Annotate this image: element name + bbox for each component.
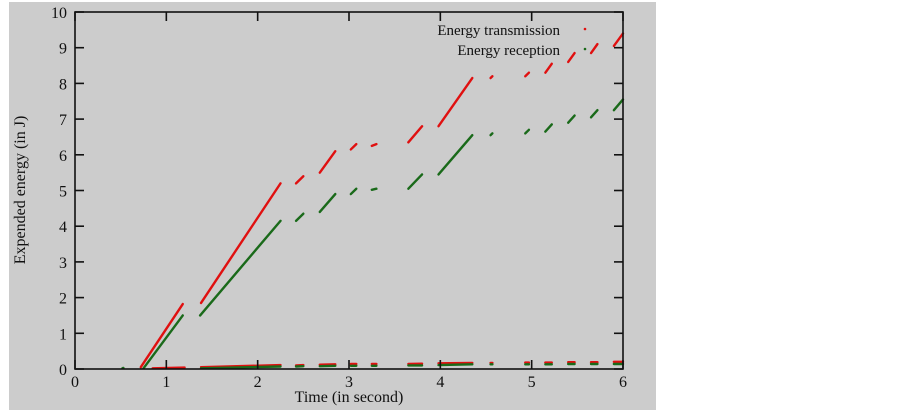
x-tick-label: 6 xyxy=(619,374,627,391)
y-tick-label: 5 xyxy=(59,184,67,201)
x-tick-label: 2 xyxy=(254,374,262,391)
data-segment xyxy=(589,42,599,55)
data-segment xyxy=(142,314,184,370)
series-0 xyxy=(139,32,625,370)
legend-label: Energy reception xyxy=(457,43,560,59)
y-tick-label: 3 xyxy=(59,255,67,272)
data-segment xyxy=(199,365,282,370)
x-tick-label: 1 xyxy=(162,374,170,391)
data-segment xyxy=(567,114,576,124)
data-segment xyxy=(489,75,494,80)
data-segment xyxy=(589,108,599,119)
x-tick-label: 0 xyxy=(71,374,79,391)
y-tick-label: 10 xyxy=(51,5,67,22)
y-tick-label: 4 xyxy=(59,219,67,236)
y-tick-label: 2 xyxy=(59,291,67,308)
data-segment xyxy=(199,182,282,305)
data-segment xyxy=(318,192,337,214)
data-segment xyxy=(294,175,305,185)
data-segment xyxy=(437,363,474,367)
x-tick-label: 5 xyxy=(528,374,536,391)
legend-marker xyxy=(583,47,587,51)
y-tick-label: 9 xyxy=(59,41,67,58)
data-segment xyxy=(318,150,337,174)
x-axis-label: Time (in second) xyxy=(295,389,404,406)
data-segment xyxy=(524,71,531,78)
legend-label: Energy transmission xyxy=(437,23,560,39)
data-segment xyxy=(198,219,282,317)
series-1 xyxy=(121,98,625,370)
data-segment xyxy=(349,142,358,151)
data-segment xyxy=(370,187,378,191)
legend-marker xyxy=(583,27,587,31)
data-segment xyxy=(349,187,358,196)
data-segment xyxy=(524,128,531,135)
x-tick-label: 3 xyxy=(345,374,353,391)
y-tick-label: 7 xyxy=(59,112,67,129)
y-tick-label: 6 xyxy=(59,148,67,165)
data-segment xyxy=(370,142,378,148)
data-segment xyxy=(139,302,184,369)
data-segment xyxy=(544,62,553,74)
data-segment xyxy=(437,133,474,176)
data-segment xyxy=(151,366,186,370)
data-segment xyxy=(612,32,625,48)
y-tick-label: 0 xyxy=(59,362,67,379)
data-segment xyxy=(407,173,424,190)
data-segment xyxy=(567,51,576,64)
y-tick-label: 1 xyxy=(59,326,67,343)
data-segment xyxy=(489,132,494,137)
y-tick-label: 8 xyxy=(59,76,67,93)
data-segment xyxy=(294,212,305,223)
data-segment xyxy=(437,76,474,128)
x-tick-label: 4 xyxy=(436,374,444,391)
data-segment xyxy=(407,125,424,144)
y-axis-label: Expended energy (in J) xyxy=(12,116,29,265)
data-segment xyxy=(612,98,625,112)
chart-background xyxy=(9,2,656,410)
data-segment xyxy=(544,123,553,133)
